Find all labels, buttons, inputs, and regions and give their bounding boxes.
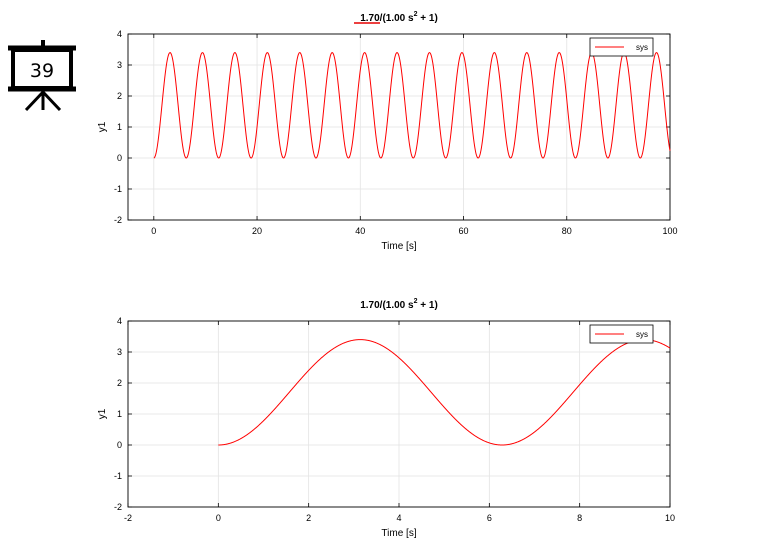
chart-title: 1.70/(1.00 s2 + 1) [360,11,438,24]
y-tick-label: 0 [117,440,122,450]
y-tick-label: 4 [117,316,122,326]
chart-title-part: + 1) [417,13,437,24]
y-tick-label: -2 [114,502,122,512]
plot-frame [127,320,671,508]
chart-title-superscript: 2 [414,298,418,305]
y-axis-label: y1 [97,408,108,419]
y-axis-label: y1 [97,121,108,132]
x-tick-label: 40 [355,226,365,236]
legend[interactable]: sys [589,37,654,57]
y-tick-label: 2 [117,378,122,388]
y-tick-label: -1 [114,471,122,481]
chart-title: 1.70/(1.00 s2 + 1) [360,298,438,311]
y-tick-label: -1 [114,184,122,194]
x-tick-label: 4 [396,513,401,523]
x-tick-label: 8 [577,513,582,523]
x-tick-label: 2 [306,513,311,523]
y-tick-label: 3 [117,60,122,70]
chart-title-superscript: 2 [414,11,418,18]
y-tick-label: 1 [117,409,122,419]
x-tick-label: 6 [487,513,492,523]
x-tick-label: 60 [459,226,469,236]
series-line-sys [153,52,671,159]
plot-frame [127,33,671,221]
legend-label: sys [636,330,648,339]
x-tick-label: 80 [562,226,572,236]
y-tick-label: 4 [117,29,122,39]
x-tick-label: 100 [662,226,677,236]
presentation-board-icon: 39 [8,40,76,112]
y-tick-label: 1 [117,122,122,132]
series-line-sys [218,339,671,446]
y-tick-label: 3 [117,347,122,357]
y-tick-label: -2 [114,215,122,225]
x-tick-label: 10 [665,513,675,523]
slide-number: 39 [30,60,54,82]
chart-title-part: + 1) [417,300,437,311]
x-tick-label: 0 [216,513,221,523]
x-tick-label: -2 [124,513,132,523]
y-tick-label: 2 [117,91,122,101]
legend[interactable]: sys [589,324,654,344]
legend-label: sys [636,43,648,52]
x-tick-label: 0 [151,226,156,236]
chart-title-part: 1.70/(1.00 s [360,300,414,311]
x-axis-label: Time [s] [381,241,416,252]
y-tick-label: 0 [117,153,122,163]
x-axis-label: Time [s] [381,528,416,539]
slide-counter[interactable]: 39 [6,40,80,112]
x-tick-label: 20 [252,226,262,236]
chart-title-part: 1.70/(1.00 s [360,13,414,24]
